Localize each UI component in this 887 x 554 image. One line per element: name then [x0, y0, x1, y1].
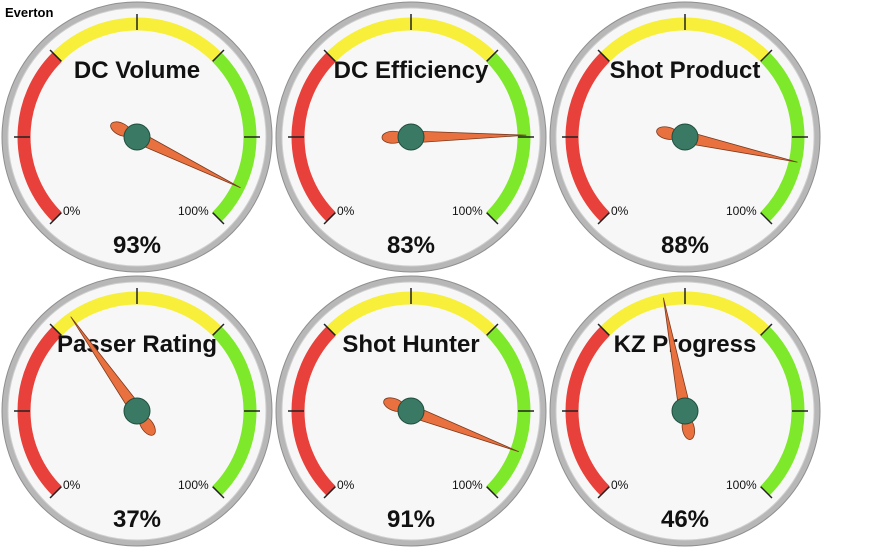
gauge-tick	[597, 486, 610, 499]
gauge-title: Shot Hunter	[342, 331, 479, 358]
gauge-tick	[212, 323, 225, 336]
gauge-tick	[49, 212, 62, 225]
gauge-title: KZ Progress	[614, 331, 757, 358]
gauge-tick	[323, 212, 336, 225]
gauge-tick	[212, 486, 225, 499]
gauge-value-label: 46%	[661, 506, 709, 533]
gauge-tick	[760, 486, 773, 499]
gauge-min-label: 0%	[337, 478, 355, 492]
gauge-value-label: 88%	[661, 232, 709, 259]
team-name: Everton	[5, 5, 54, 20]
gauge-title: DC Efficiency	[334, 57, 489, 84]
gauge-min-label: 0%	[63, 478, 81, 492]
gauge-max-label: 100%	[452, 478, 483, 492]
gauge-hub	[123, 123, 151, 151]
gauge-tick	[760, 323, 773, 336]
gauge-tick	[486, 486, 499, 499]
gauge-min-label: 0%	[337, 204, 355, 218]
gauge-tick	[597, 323, 610, 336]
gauge-hub	[397, 123, 425, 151]
gauge-hub	[397, 397, 425, 425]
gauge-tick	[486, 212, 499, 225]
gauge-title: DC Volume	[74, 57, 200, 84]
gauge-tick	[49, 49, 62, 62]
gauge-value-label: 37%	[113, 506, 161, 533]
gauge-tick	[323, 486, 336, 499]
gauge-tick	[760, 49, 773, 62]
gauge-tick	[323, 49, 336, 62]
gauge-max-label: 100%	[726, 478, 757, 492]
gauge-tick	[49, 486, 62, 499]
gauge-hub	[671, 123, 699, 151]
gauge-value-label: 93%	[113, 232, 161, 259]
gauge-tick	[597, 212, 610, 225]
gauge-dc-efficiency: DC Efficiency 0% 100% 83%	[275, 1, 547, 273]
gauge-tick	[212, 212, 225, 225]
gauge-shot-hunter: Shot Hunter 0% 100% 91%	[275, 275, 547, 547]
gauge-value-label: 83%	[387, 232, 435, 259]
gauge-value-label: 91%	[387, 506, 435, 533]
gauge-tick	[486, 49, 499, 62]
gauge-tick	[597, 49, 610, 62]
gauge-title: Passer Rating	[57, 331, 217, 358]
gauge-max-label: 100%	[178, 478, 209, 492]
gauge-passer-rating: Passer Rating 0% 100% 37%	[1, 275, 273, 547]
gauge-tick	[49, 323, 62, 336]
gauge-shot-product: Shot Product 0% 100% 88%	[549, 1, 821, 273]
gauge-tick	[760, 212, 773, 225]
gauge-tick	[486, 323, 499, 336]
gauge-max-label: 100%	[726, 204, 757, 218]
gauge-max-label: 100%	[178, 204, 209, 218]
gauge-min-label: 0%	[63, 204, 81, 218]
gauge-tick	[212, 49, 225, 62]
gauge-kz-progress: KZ Progress 0% 100% 46%	[549, 275, 821, 547]
gauge-dc-volume: DC Volume 0% 100% 93%	[1, 1, 273, 273]
gauge-min-label: 0%	[611, 478, 629, 492]
gauge-max-label: 100%	[452, 204, 483, 218]
gauge-title: Shot Product	[610, 57, 761, 84]
gauge-hub	[123, 397, 151, 425]
gauge-tick	[323, 323, 336, 336]
gauge-hub	[671, 397, 699, 425]
gauge-min-label: 0%	[611, 204, 629, 218]
